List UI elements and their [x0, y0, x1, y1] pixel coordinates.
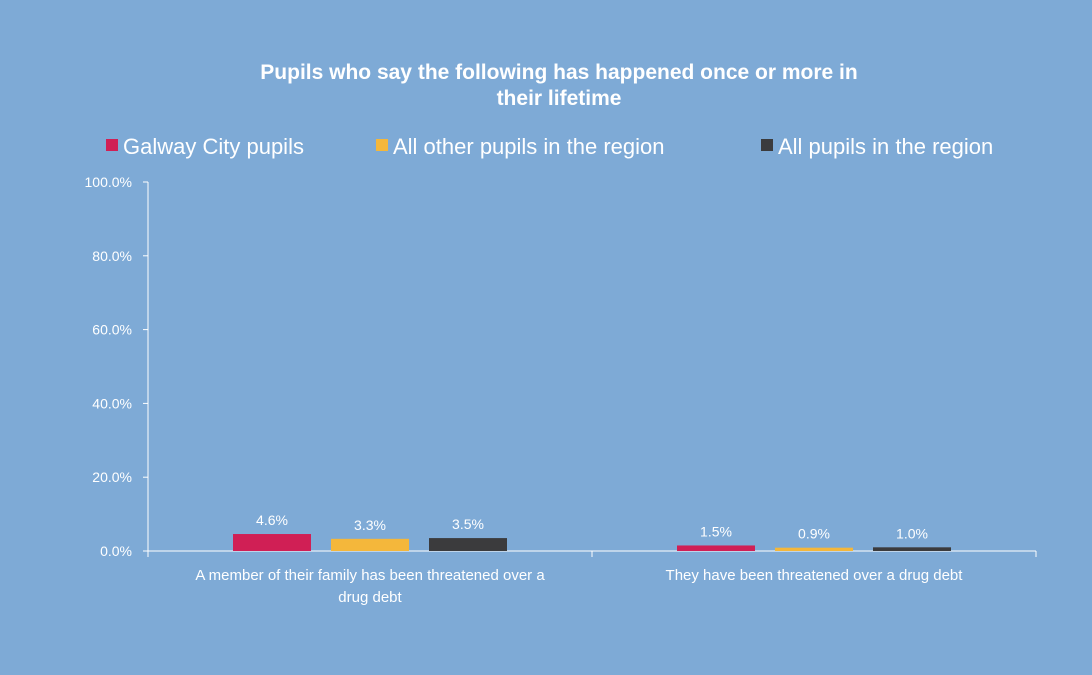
legend-label: All pupils in the region	[778, 134, 993, 159]
chart-title: Pupils who say the following has happene…	[260, 61, 857, 110]
category-label: They have been threatened over a drug de…	[666, 567, 964, 584]
data-labels: 4.6% 3.3% 3.5% 1.5% 0.9% 1.0%	[256, 512, 928, 542]
y-tick-label: 80.0%	[92, 248, 132, 264]
bar	[429, 538, 507, 551]
y-tick-label: 0.0%	[100, 543, 132, 559]
bar	[233, 534, 311, 551]
legend-swatch	[761, 139, 773, 151]
chart-title-line: their lifetime	[497, 87, 622, 110]
bar	[677, 545, 755, 551]
legend-label: Galway City pupils	[123, 134, 304, 159]
legend: Galway City pupils All other pupils in th…	[106, 134, 993, 159]
legend-swatch	[106, 139, 118, 151]
category-label: drug debt	[338, 589, 402, 606]
axes: 0.0% 20.0% 40.0% 60.0% 80.0% 100.0%	[85, 174, 1037, 559]
bar	[873, 547, 951, 551]
category-labels: A member of their family has been threat…	[195, 567, 963, 606]
chart-title-line: Pupils who say the following has happene…	[260, 61, 857, 84]
data-label: 0.9%	[798, 526, 830, 542]
y-tick-label: 20.0%	[92, 469, 132, 485]
y-tick-label: 40.0%	[92, 395, 132, 411]
data-label: 1.0%	[896, 525, 928, 541]
legend-swatch	[376, 139, 388, 151]
data-label: 4.6%	[256, 512, 288, 528]
bar	[775, 547, 853, 551]
category-label: A member of their family has been threat…	[195, 567, 545, 584]
y-tick-label: 60.0%	[92, 322, 132, 338]
data-label: 1.5%	[700, 523, 732, 539]
bars	[233, 534, 951, 551]
y-tick-label: 100.0%	[85, 174, 132, 190]
bar	[331, 538, 409, 551]
legend-label: All other pupils in the region	[393, 134, 665, 159]
data-label: 3.5%	[452, 516, 484, 532]
data-label: 3.3%	[354, 517, 386, 533]
